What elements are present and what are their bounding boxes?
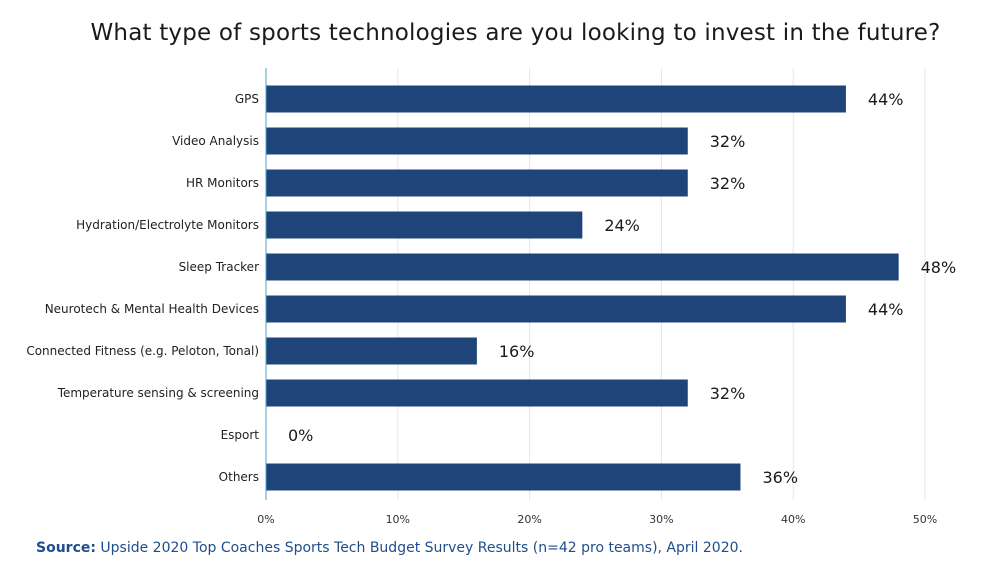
- value-label: 44%: [868, 90, 904, 109]
- x-tick-label: 10%: [386, 513, 410, 526]
- bar: [266, 295, 846, 323]
- value-label: 48%: [921, 258, 957, 277]
- x-tick-label: 0%: [257, 513, 274, 526]
- category-label: Connected Fitness (e.g. Peloton, Tonal): [26, 344, 259, 358]
- x-axis-ticks: 0% 10% 20% 30% 40% 50%: [257, 513, 937, 526]
- source-note: Source: Upside 2020 Top Coaches Sports T…: [36, 540, 743, 556]
- bar: [266, 169, 688, 197]
- source-label: Source:: [36, 540, 96, 556]
- value-label: 44%: [868, 300, 904, 319]
- bar: [266, 253, 899, 281]
- value-labels: 44% 32% 32% 24% 48% 44% 16% 32% 0% 36%: [288, 90, 956, 487]
- bar: [266, 379, 688, 407]
- bar: [266, 211, 583, 239]
- value-label: 32%: [710, 174, 746, 193]
- bars: [266, 85, 899, 491]
- bar: [266, 463, 741, 491]
- chart-title: What type of sports technologies are you…: [90, 20, 941, 46]
- category-label: Neurotech & Mental Health Devices: [45, 302, 259, 316]
- bar: [266, 85, 846, 113]
- category-labels: GPS Video Analysis HR Monitors Hydration/El…: [26, 92, 259, 484]
- category-label: Sleep Tracker: [179, 260, 260, 274]
- x-tick-label: 20%: [517, 513, 541, 526]
- value-label: 32%: [710, 132, 746, 151]
- value-label: 16%: [499, 342, 535, 361]
- category-label: Esport: [221, 428, 260, 442]
- value-label: 36%: [762, 468, 798, 487]
- bar: [266, 127, 688, 155]
- x-tick-label: 50%: [913, 513, 937, 526]
- category-label: HR Monitors: [186, 176, 259, 190]
- value-label: 0%: [288, 426, 313, 445]
- category-label: Others: [219, 470, 259, 484]
- category-label: GPS: [235, 92, 259, 106]
- x-tick-label: 40%: [781, 513, 805, 526]
- value-label: 24%: [604, 216, 640, 235]
- category-label: Hydration/Electrolyte Monitors: [76, 218, 259, 232]
- value-label: 32%: [710, 384, 746, 403]
- x-tick-label: 30%: [649, 513, 673, 526]
- source-text: Upside 2020 Top Coaches Sports Tech Budg…: [95, 540, 743, 556]
- category-label: Video Analysis: [172, 134, 259, 148]
- category-label: Temperature sensing & screening: [57, 386, 259, 400]
- bar: [266, 337, 477, 365]
